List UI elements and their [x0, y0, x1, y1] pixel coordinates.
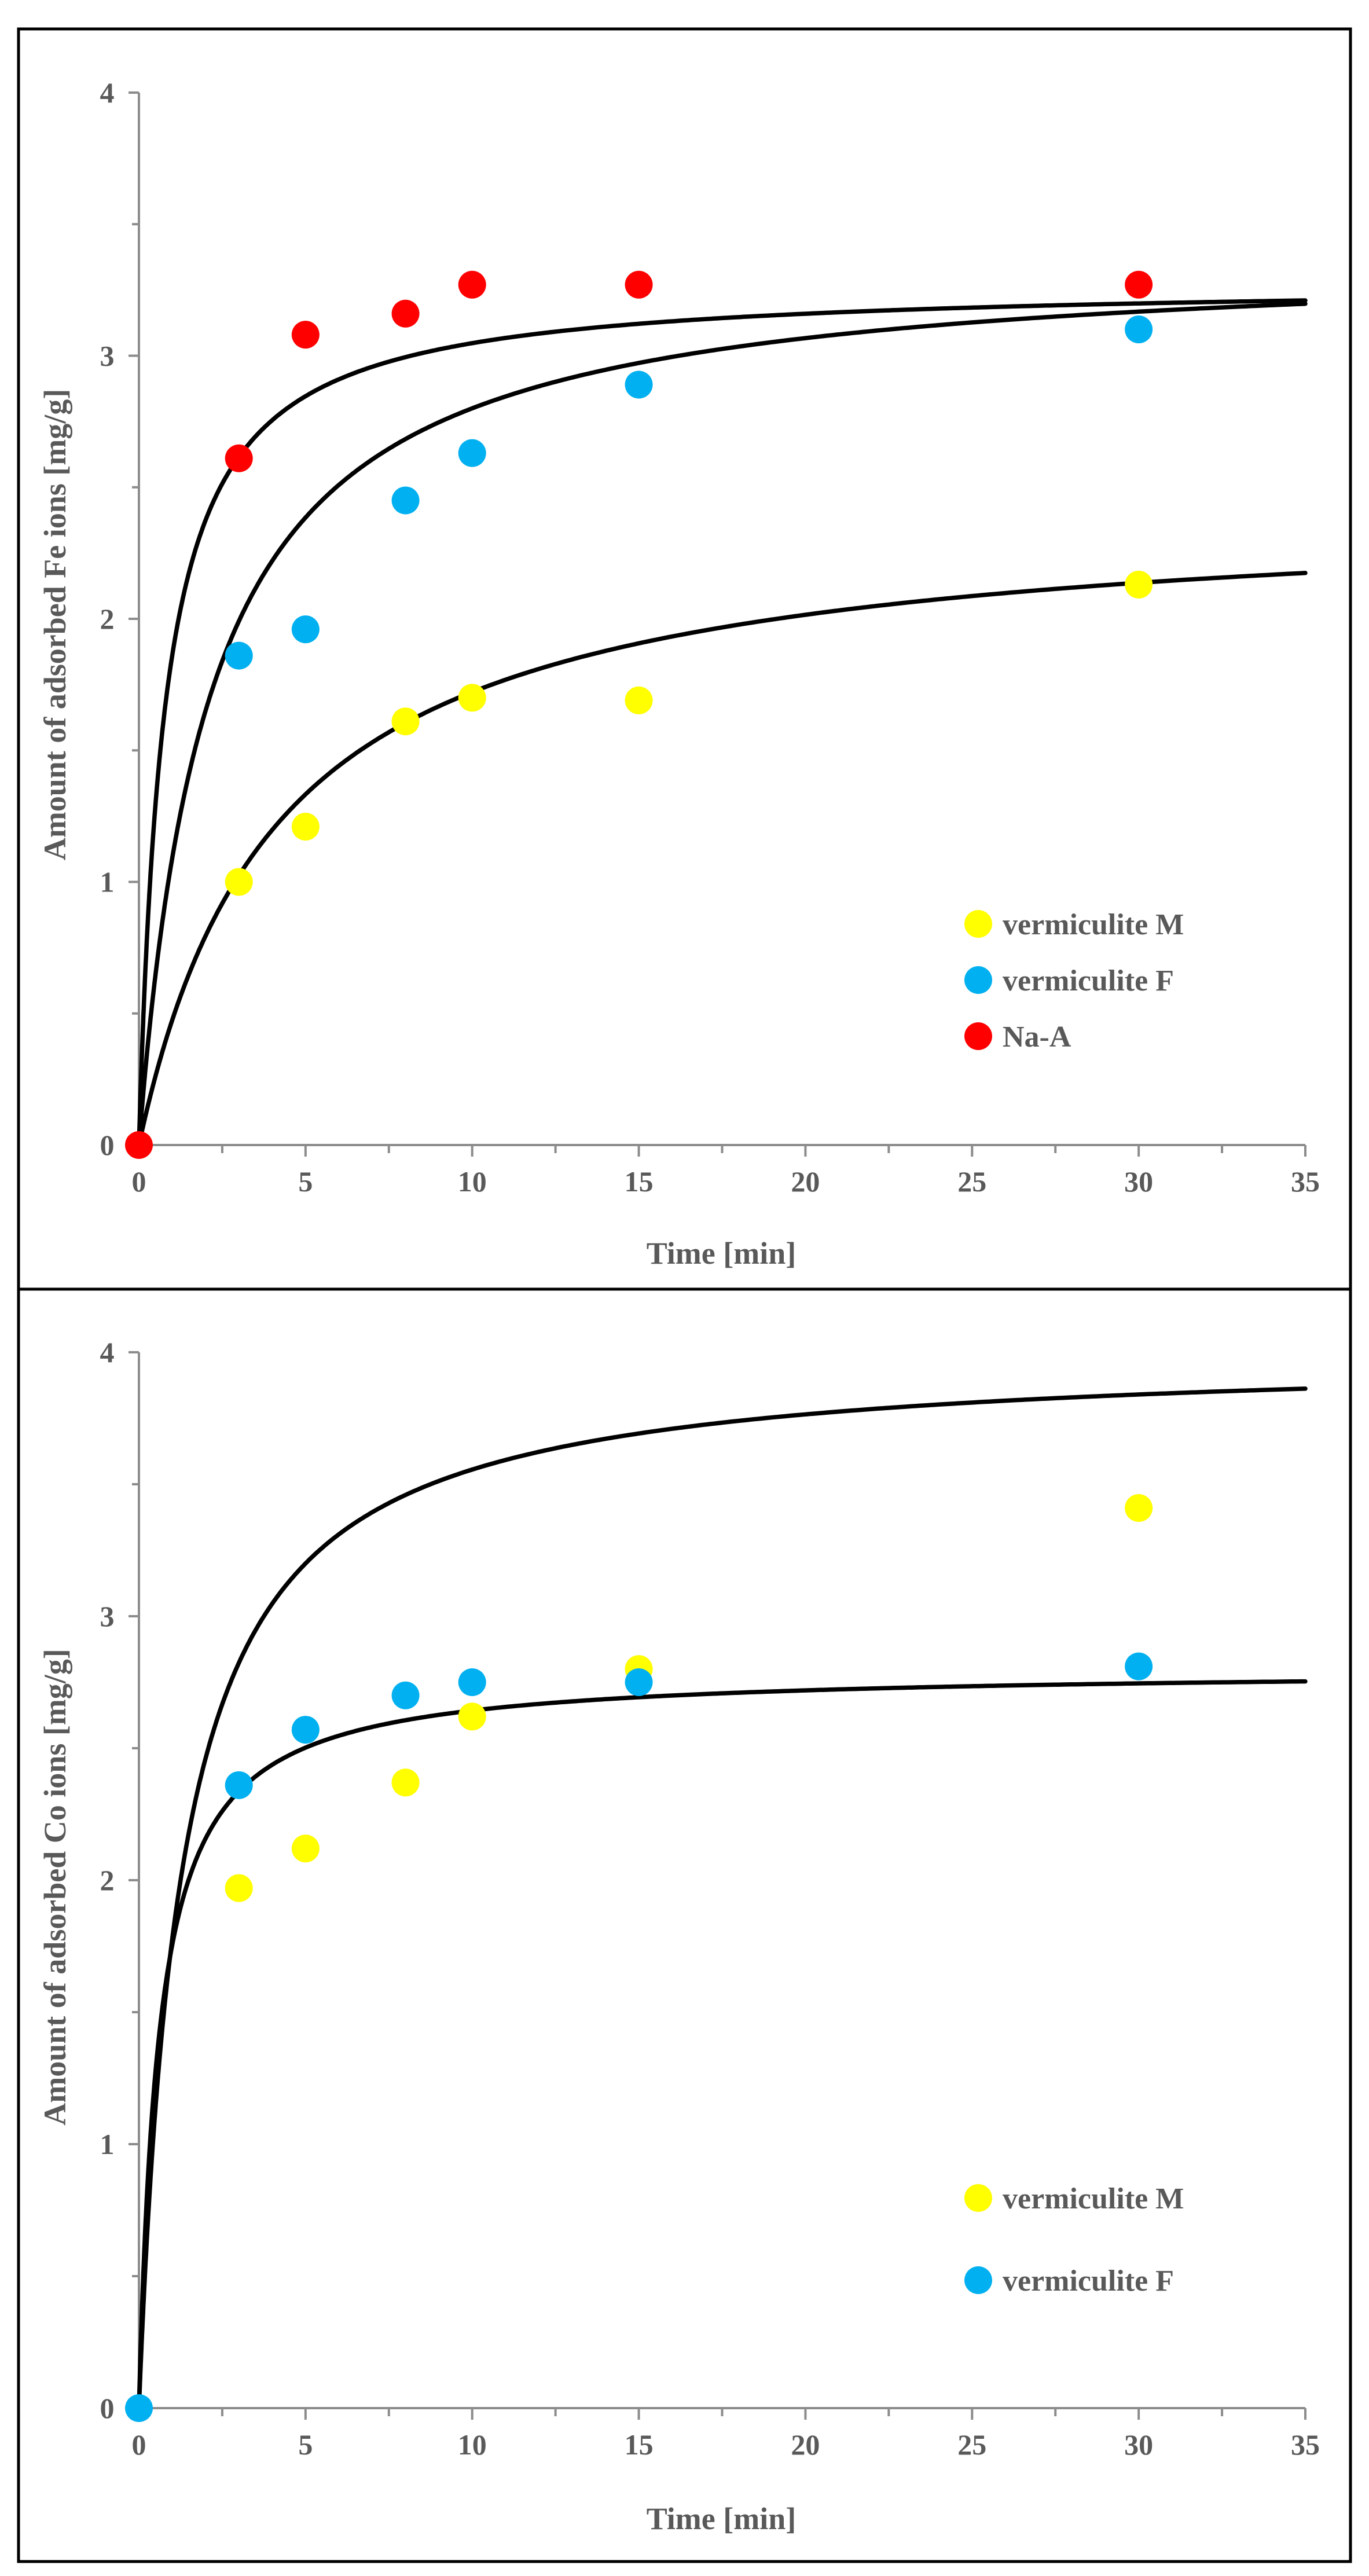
data-point [391, 707, 420, 736]
data-point [391, 299, 420, 328]
x-tick-label: 15 [625, 2428, 654, 2461]
data-point [291, 1716, 320, 1744]
data-point [458, 1702, 486, 1731]
y-tick-label: 2 [100, 1864, 115, 1896]
x-tick-label: 15 [625, 1165, 654, 1198]
co-adsorption-chart: Time [min] Amount of adsorbed Co ions [m… [17, 1287, 1352, 2563]
fit-curve [137, 1679, 1308, 2410]
y-tick-label: 3 [100, 340, 115, 372]
data-point [391, 1768, 420, 1797]
legend-label: vermiculite M [1003, 2182, 1184, 2215]
fe-adsorption-chart: Time [min] Amount of adsorbed Fe ions [m… [17, 27, 1352, 1291]
data-point [1125, 270, 1153, 299]
data-point [458, 1668, 486, 1696]
fit-curve [137, 571, 1308, 1147]
data-point [225, 868, 253, 896]
data-point [291, 615, 320, 644]
data-point [458, 270, 486, 299]
data-point [625, 686, 653, 714]
data-point [225, 444, 253, 472]
y-tick-label: 4 [100, 1336, 115, 1368]
x-tick-label: 30 [1124, 1165, 1153, 1198]
chart-frame [17, 1287, 1352, 2563]
x-tick-label: 25 [957, 1165, 986, 1198]
x-tick-label: 5 [298, 2428, 313, 2461]
legend-marker [964, 910, 992, 938]
legend-marker [964, 966, 992, 994]
legend-label: vermiculite F [1003, 964, 1174, 997]
data-point [125, 2394, 153, 2422]
x-tick-label: 10 [458, 1165, 487, 1198]
data-point [225, 641, 253, 670]
data-points [125, 1494, 1153, 2422]
x-tick-label: 25 [957, 2428, 986, 2461]
data-point [458, 439, 486, 467]
x-tick-label: 20 [791, 2428, 820, 2461]
data-point [225, 1771, 253, 1799]
data-points [125, 270, 1153, 1159]
legend-label: vermiculite M [1003, 908, 1184, 941]
y-tick-label: 1 [100, 2128, 115, 2160]
legend-label: Na-A [1003, 1021, 1071, 1054]
data-point [1125, 315, 1153, 344]
x-tick-label: 30 [1124, 2428, 1153, 2461]
x-tick-label: 35 [1291, 1165, 1320, 1198]
legend: vermiculite M vermiculite F [964, 2182, 1184, 2298]
x-tick-label: 20 [791, 1165, 820, 1198]
x-tick-label: 5 [298, 1165, 313, 1198]
y-axis-title: Amount of adsorbed Co ions [mg/g] [38, 1649, 72, 2126]
x-tick-label: 0 [132, 1165, 146, 1198]
data-point [1125, 570, 1153, 599]
y-tick-label: 0 [100, 1129, 115, 1161]
data-point [291, 813, 320, 841]
y-tick-label: 3 [100, 1600, 115, 1632]
y-tick-label: 1 [100, 866, 115, 898]
x-axis-title: Time [min] [647, 1236, 796, 1271]
data-point [291, 321, 320, 349]
legend: vermiculite M vermiculite F Na-A [964, 908, 1184, 1054]
data-point [1125, 1494, 1153, 1522]
fit-curve [137, 301, 1308, 1147]
y-tick-label: 4 [100, 76, 115, 109]
data-point [225, 1874, 253, 1902]
legend-marker [964, 1022, 992, 1050]
axis-ticks: 0 1 2 3 4 0 5 10 15 20 25 30 35 [100, 1336, 1320, 2461]
legend-marker [964, 2266, 992, 2294]
legend-label: vermiculite F [1003, 2265, 1174, 2298]
data-point [625, 270, 653, 299]
y-tick-label: 2 [100, 603, 115, 635]
fit-curves [137, 1386, 1308, 2410]
data-point [458, 684, 486, 712]
data-point [125, 1131, 153, 1159]
x-tick-label: 35 [1291, 2428, 1320, 2461]
y-axis-title: Amount of adsorbed Fe ions [mg/g] [38, 389, 72, 861]
data-point [391, 486, 420, 515]
y-tick-label: 0 [100, 2392, 115, 2424]
x-tick-label: 0 [132, 2428, 146, 2461]
x-tick-label: 10 [458, 2428, 487, 2461]
data-point [625, 370, 653, 399]
data-point [391, 1681, 420, 1709]
data-point [291, 1834, 320, 1863]
fit-curves [137, 298, 1308, 1147]
fit-curve [137, 298, 1308, 1147]
legend-marker [964, 2184, 992, 2212]
data-point [625, 1668, 653, 1696]
x-axis-title: Time [min] [647, 2501, 796, 2536]
data-point [1125, 1652, 1153, 1680]
